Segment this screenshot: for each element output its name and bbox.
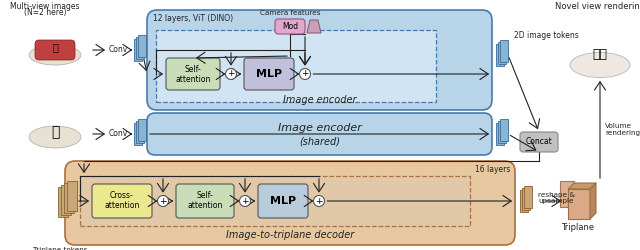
Text: Volume
rendering: Volume rendering <box>605 124 640 136</box>
Bar <box>524 186 532 208</box>
Text: reshape &
upsample: reshape & upsample <box>538 192 575 204</box>
Text: 16 layers: 16 layers <box>475 165 510 174</box>
Bar <box>496 44 504 66</box>
Ellipse shape <box>29 45 81 65</box>
Ellipse shape <box>29 126 81 148</box>
Text: Image encoder: Image encoder <box>278 123 362 133</box>
Text: (shared): (shared) <box>299 136 340 146</box>
Bar <box>138 119 146 141</box>
Text: 🍣🚗: 🍣🚗 <box>593 48 607 62</box>
Text: Triplane: Triplane <box>561 223 595 232</box>
Circle shape <box>300 68 310 80</box>
Polygon shape <box>560 181 574 207</box>
Bar <box>498 121 506 143</box>
Text: Camera features: Camera features <box>260 10 320 16</box>
Text: 2D image tokens: 2D image tokens <box>514 32 579 40</box>
Polygon shape <box>307 20 321 33</box>
Text: +: + <box>301 70 308 78</box>
Bar <box>64 183 74 213</box>
Bar <box>134 123 142 145</box>
Ellipse shape <box>570 52 630 78</box>
Text: (N=2 here): (N=2 here) <box>24 8 67 17</box>
Text: 🍣: 🍣 <box>52 42 58 52</box>
FancyBboxPatch shape <box>166 58 220 90</box>
Bar <box>500 119 508 141</box>
Bar <box>520 190 528 212</box>
Bar <box>496 123 504 145</box>
Text: Conv: Conv <box>108 46 127 54</box>
Circle shape <box>225 68 237 80</box>
Text: MLP: MLP <box>270 196 296 206</box>
FancyBboxPatch shape <box>147 113 492 155</box>
Bar <box>498 42 506 64</box>
Bar <box>138 35 146 57</box>
Text: Self-: Self- <box>196 192 213 200</box>
Text: Novel view rendering: Novel view rendering <box>555 2 640 11</box>
Text: Self-: Self- <box>184 64 202 74</box>
Bar <box>136 37 144 59</box>
Text: attention: attention <box>188 202 223 210</box>
Text: Image-to-triplane decoder: Image-to-triplane decoder <box>226 230 354 240</box>
Text: Cross-: Cross- <box>110 192 134 200</box>
Text: 12 layers, ViT (DINO): 12 layers, ViT (DINO) <box>153 14 233 23</box>
Text: +: + <box>227 70 235 78</box>
FancyBboxPatch shape <box>147 10 492 110</box>
Circle shape <box>314 196 324 206</box>
Bar <box>136 121 144 143</box>
Circle shape <box>157 196 168 206</box>
Text: Triplane tokens
(learnable): Triplane tokens (learnable) <box>33 247 87 250</box>
FancyBboxPatch shape <box>244 58 294 90</box>
Text: Image encoder: Image encoder <box>283 95 356 105</box>
Text: Conv: Conv <box>108 130 127 138</box>
Text: attention: attention <box>175 74 211 84</box>
FancyBboxPatch shape <box>92 184 152 218</box>
Text: +: + <box>241 196 249 205</box>
Text: +: + <box>316 196 323 205</box>
Bar <box>500 40 508 62</box>
Bar <box>156 30 436 102</box>
Text: Mod: Mod <box>282 22 298 31</box>
Text: Concat: Concat <box>525 138 552 146</box>
Text: +: + <box>159 196 167 205</box>
Circle shape <box>239 196 250 206</box>
FancyBboxPatch shape <box>65 161 515 245</box>
Polygon shape <box>568 189 590 219</box>
Polygon shape <box>590 183 596 219</box>
Bar <box>58 187 68 217</box>
Bar <box>522 188 530 210</box>
FancyBboxPatch shape <box>520 132 558 152</box>
Bar <box>80 176 470 226</box>
Bar <box>67 181 77 211</box>
FancyBboxPatch shape <box>275 19 305 34</box>
Bar <box>134 39 142 61</box>
FancyBboxPatch shape <box>258 184 308 218</box>
Text: MLP: MLP <box>256 69 282 79</box>
FancyBboxPatch shape <box>35 40 75 60</box>
Text: 🍣: 🍣 <box>51 125 59 139</box>
Polygon shape <box>568 183 596 189</box>
Bar <box>61 185 71 215</box>
Text: Multi-view images: Multi-view images <box>10 2 80 11</box>
FancyBboxPatch shape <box>176 184 234 218</box>
Text: attention: attention <box>104 202 140 210</box>
